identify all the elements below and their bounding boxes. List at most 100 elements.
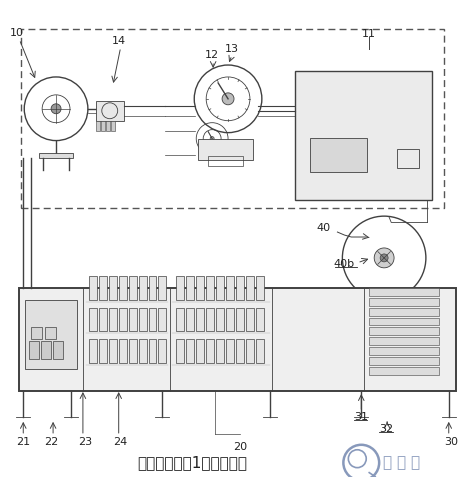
Bar	[186, 339, 194, 363]
Bar	[369, 367, 439, 375]
Bar	[128, 308, 137, 331]
Bar	[109, 308, 117, 331]
Bar	[176, 339, 184, 363]
Bar	[226, 308, 234, 331]
Bar	[158, 308, 166, 331]
Bar	[25, 300, 77, 369]
Bar	[31, 327, 42, 339]
Bar	[118, 276, 127, 300]
Bar	[96, 101, 124, 121]
Bar	[96, 121, 100, 130]
Bar	[106, 121, 110, 130]
Bar	[109, 339, 117, 363]
Bar	[216, 339, 224, 363]
Bar	[236, 339, 244, 363]
Circle shape	[374, 248, 394, 268]
Circle shape	[210, 137, 214, 141]
Bar	[118, 339, 127, 363]
Bar	[128, 276, 137, 300]
Text: 11: 11	[362, 29, 376, 39]
Bar	[198, 139, 253, 161]
Text: 14: 14	[112, 36, 126, 46]
Text: 日 月 辰: 日 月 辰	[383, 455, 420, 470]
Bar	[101, 121, 105, 130]
Bar	[369, 327, 439, 336]
Text: 12: 12	[205, 50, 219, 60]
Bar	[29, 341, 39, 359]
Bar	[256, 339, 264, 363]
Bar	[89, 276, 97, 300]
Bar	[226, 276, 234, 300]
Text: 40b: 40b	[334, 259, 355, 269]
Bar	[256, 276, 264, 300]
Bar	[99, 276, 107, 300]
Bar	[99, 339, 107, 363]
Text: 23: 23	[78, 437, 92, 447]
Bar	[89, 339, 97, 363]
Bar	[186, 308, 194, 331]
Bar	[196, 276, 204, 300]
Bar	[369, 348, 439, 355]
Bar	[89, 308, 97, 331]
Text: 32: 32	[379, 424, 393, 434]
Bar	[138, 339, 146, 363]
Bar	[111, 121, 115, 130]
Bar	[138, 308, 146, 331]
Bar	[236, 308, 244, 331]
Bar	[53, 341, 63, 359]
Bar	[99, 308, 107, 331]
Bar	[138, 276, 146, 300]
Bar	[397, 149, 419, 168]
Bar	[41, 341, 51, 359]
Circle shape	[380, 254, 388, 262]
Bar	[236, 276, 244, 300]
Bar	[246, 276, 254, 300]
Text: 24: 24	[114, 437, 128, 447]
Bar	[21, 29, 444, 208]
Bar	[186, 276, 194, 300]
Bar	[369, 298, 439, 305]
Bar	[246, 308, 254, 331]
Bar	[206, 276, 214, 300]
Bar	[196, 339, 204, 363]
Bar	[206, 339, 214, 363]
Text: 40: 40	[317, 223, 330, 233]
Bar	[216, 308, 224, 331]
Text: 13: 13	[225, 44, 239, 54]
Text: 22: 22	[44, 437, 58, 447]
Bar	[226, 339, 234, 363]
Bar	[256, 308, 264, 331]
Text: 10: 10	[10, 28, 24, 38]
Bar	[310, 138, 367, 173]
Bar	[369, 317, 439, 326]
Bar	[216, 276, 224, 300]
Bar	[176, 308, 184, 331]
Circle shape	[51, 104, 61, 114]
Bar	[369, 308, 439, 315]
Bar	[109, 276, 117, 300]
Bar	[369, 337, 439, 346]
Bar	[206, 308, 214, 331]
Bar	[246, 339, 254, 363]
Bar	[158, 276, 166, 300]
Text: 21: 21	[16, 437, 30, 447]
Circle shape	[222, 93, 234, 105]
Bar	[118, 308, 127, 331]
Bar	[128, 339, 137, 363]
Bar	[158, 339, 166, 363]
Bar	[369, 288, 439, 296]
Text: 30: 30	[444, 437, 458, 447]
Bar	[45, 327, 56, 339]
Text: 20: 20	[233, 442, 247, 452]
Bar	[148, 308, 156, 331]
Bar	[208, 156, 243, 166]
Bar	[369, 357, 439, 365]
Text: 本发明实施例1结构示意图: 本发明实施例1结构示意图	[137, 455, 247, 470]
Bar	[148, 276, 156, 300]
Bar	[39, 152, 73, 159]
Bar	[295, 71, 432, 200]
Bar	[196, 308, 204, 331]
Bar	[19, 288, 456, 391]
Text: 31: 31	[354, 412, 368, 422]
Bar	[176, 276, 184, 300]
